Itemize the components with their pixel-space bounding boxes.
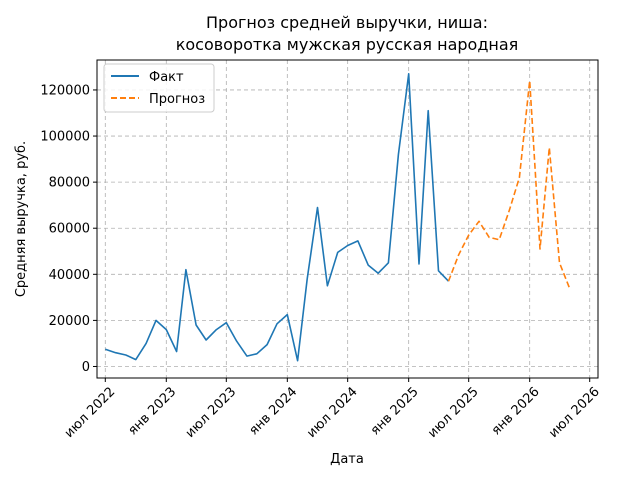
chart-title-line-2: косоворотка мужская русская народная — [176, 35, 519, 54]
legend-label-fact: Факт — [149, 70, 184, 85]
chart-title-line-1: Прогноз средней выручки, ниша: — [206, 13, 488, 32]
x-axis-label: Дата — [330, 452, 364, 467]
y-tick-label: 80000 — [49, 176, 90, 191]
y-tick-label: 100000 — [40, 130, 90, 145]
y-tick-label: 120000 — [40, 83, 90, 98]
series-line-forecast — [447, 79, 571, 289]
y-tick-label: 20000 — [49, 314, 90, 329]
legend-label-forecast: Прогноз — [149, 92, 205, 107]
y-tick-label: 60000 — [49, 222, 90, 237]
series-lines — [105, 73, 571, 362]
series-line-fact — [105, 73, 450, 362]
y-axis-label: Средняя выручка, руб. — [14, 141, 29, 297]
y-tick-label: 40000 — [49, 268, 90, 283]
y-axis-ticks: 0 20000 40000 60000 80000 100000 120000 — [40, 83, 97, 375]
legend: Факт Прогноз — [103, 63, 215, 113]
y-tick-label: 0 — [82, 360, 90, 375]
grid-lines — [97, 60, 598, 378]
